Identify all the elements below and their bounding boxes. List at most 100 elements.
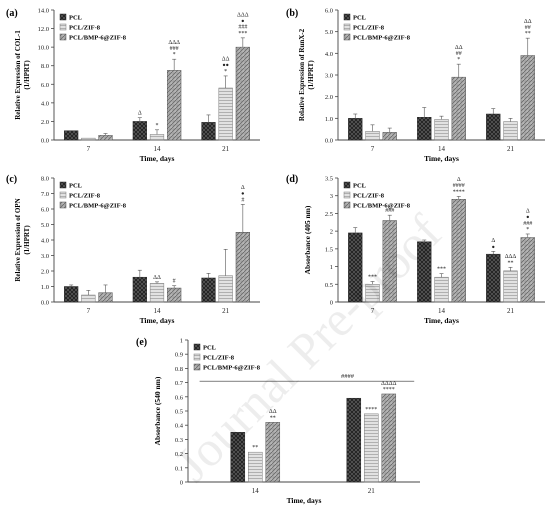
significance-mark: ● xyxy=(241,18,244,24)
bar xyxy=(201,122,216,141)
legend-swatch xyxy=(59,23,67,31)
legend-label: PCL/ZIF-8 xyxy=(353,25,385,32)
x-tick-label: 21 xyxy=(368,487,376,495)
y-axis-label-line: Relative Expression of COL-1 xyxy=(14,30,22,120)
legend-swatch xyxy=(343,201,351,209)
significance-mark: # xyxy=(173,279,176,285)
significance-mark: *** xyxy=(238,31,247,37)
y-tick-label: 1 xyxy=(330,264,333,271)
bar xyxy=(64,130,79,141)
y-tick-label: 0.0 xyxy=(325,138,333,145)
y-tick-label: 3.0 xyxy=(325,73,333,80)
significance-mark: ΔΔΔΔ xyxy=(381,381,397,387)
y-tick-label: 2 xyxy=(330,229,333,236)
y-tick-label: 0.8 xyxy=(175,366,183,373)
y-tick-label: 0 xyxy=(330,300,333,307)
y-axis-label-line: Absorbance (405 nm) xyxy=(303,205,312,274)
y-tick-label: 1.0 xyxy=(325,116,333,123)
y-axis-label-line: (1/HPRT) xyxy=(23,225,31,255)
legend-swatch xyxy=(343,23,351,31)
y-tick-label: 3.0 xyxy=(41,253,49,260)
significance-mark: ● xyxy=(241,191,244,197)
y-tick-label: 0.5 xyxy=(175,409,183,416)
y-tick-label: 4.0 xyxy=(41,100,49,107)
significance-mark: ΔΔΔ xyxy=(237,12,249,18)
chart-panel: (a) 0.0 2.0 4.0 6.0 8.0 10.0 12.0 14.0 Relative E… xyxy=(6,8,260,163)
x-tick-label: 14 xyxy=(154,145,162,153)
significance-mark: ΔΔ xyxy=(455,45,463,51)
x-tick-label: 21 xyxy=(222,307,230,315)
legend-label: PCL xyxy=(353,183,367,190)
y-axis-label-line: Relative Expression of OPN xyxy=(14,198,22,281)
significance-mark: ● xyxy=(492,244,495,250)
y-tick-label: 4.0 xyxy=(325,51,333,58)
bar xyxy=(265,422,281,483)
y-tick-label: 5.0 xyxy=(41,222,49,229)
significance-mark: * xyxy=(457,57,460,63)
bar xyxy=(417,117,432,141)
legend-label: PCL xyxy=(69,183,83,190)
legend-swatch xyxy=(59,13,67,21)
bar xyxy=(132,121,147,141)
y-axis-label-line: Relative Expression of RunX-2 xyxy=(298,28,306,121)
significance-mark: ●● xyxy=(222,63,229,69)
y-axis-label: Relative Expression of OPN (1/HPRT) xyxy=(14,198,31,281)
x-tick-label: 7 xyxy=(371,307,375,315)
x-tick-label: 14 xyxy=(438,307,446,315)
significance-mark: ΔΔ xyxy=(222,57,230,63)
legend-label: PCL/BMP-6@ZIF-8 xyxy=(353,203,411,210)
bar xyxy=(451,199,466,303)
significance-mark: *** xyxy=(368,274,377,280)
legend-swatch xyxy=(193,353,201,361)
significance-mark: **** xyxy=(383,387,395,393)
significance-mark: **** xyxy=(365,407,377,413)
y-tick-label: 0.4 xyxy=(175,423,184,430)
significance-mark: ** xyxy=(270,415,276,421)
significance-mark: * xyxy=(224,69,227,75)
chart-panel: (c) 0.0 1.0 2.0 3.0 4.0 5.0 6.0 7.0 8.0 Relative E… xyxy=(6,174,260,325)
bar xyxy=(451,76,466,141)
bar xyxy=(230,432,246,483)
significance-mark: ● xyxy=(526,215,529,221)
y-tick-label: 5.0 xyxy=(325,29,333,36)
y-tick-label: 6.0 xyxy=(325,8,333,15)
y-tick-label: 8.0 xyxy=(41,176,49,183)
y-tick-label: 0.0 xyxy=(41,138,49,145)
significance-mark: ### xyxy=(238,25,247,31)
y-tick-label: 1 xyxy=(180,338,183,345)
y-axis-label-line: (1/HPRT) xyxy=(307,60,315,90)
significance-mark: ΔΔ xyxy=(153,275,161,281)
x-axis-label: Time, days xyxy=(140,154,175,163)
significance-mark: # xyxy=(241,197,244,203)
y-tick-label: 0.7 xyxy=(175,380,184,387)
y-tick-label: 3.5 xyxy=(325,176,333,183)
significance-mark: ΔΔΔ xyxy=(505,254,517,260)
bar xyxy=(434,276,449,303)
y-tick-label: 0.9 xyxy=(175,352,183,359)
bar xyxy=(149,283,165,303)
significance-mark: ** xyxy=(525,31,531,37)
legend-swatch xyxy=(343,191,351,199)
bar xyxy=(218,87,233,141)
bar xyxy=(520,55,535,141)
panel-label: (e) xyxy=(136,337,147,348)
x-tick-label: 21 xyxy=(222,145,230,153)
significance-mark: #### xyxy=(453,183,465,189)
significance-mark: ## xyxy=(456,51,462,57)
x-axis-label: Time, days xyxy=(424,316,459,325)
y-tick-label: 3 xyxy=(330,193,333,200)
bracket-label: #### xyxy=(341,373,355,380)
legend-label: PCL xyxy=(203,345,217,352)
y-tick-label: 14.0 xyxy=(38,8,49,15)
y-tick-label: 1.0 xyxy=(41,284,49,291)
y-axis-label-line: Absorbance (540 nm) xyxy=(153,376,162,445)
bar xyxy=(486,113,501,141)
x-tick-label: 21 xyxy=(507,145,515,153)
significance-mark: Δ xyxy=(457,177,461,183)
x-tick-label: 14 xyxy=(252,487,260,495)
y-tick-label: 6.0 xyxy=(41,207,49,214)
significance-mark: Δ xyxy=(491,238,495,244)
bar xyxy=(348,118,363,141)
y-tick-label: 8.0 xyxy=(41,63,49,70)
y-axis-label: Relative Expression of COL-1 (1/HPRT) xyxy=(14,30,31,120)
